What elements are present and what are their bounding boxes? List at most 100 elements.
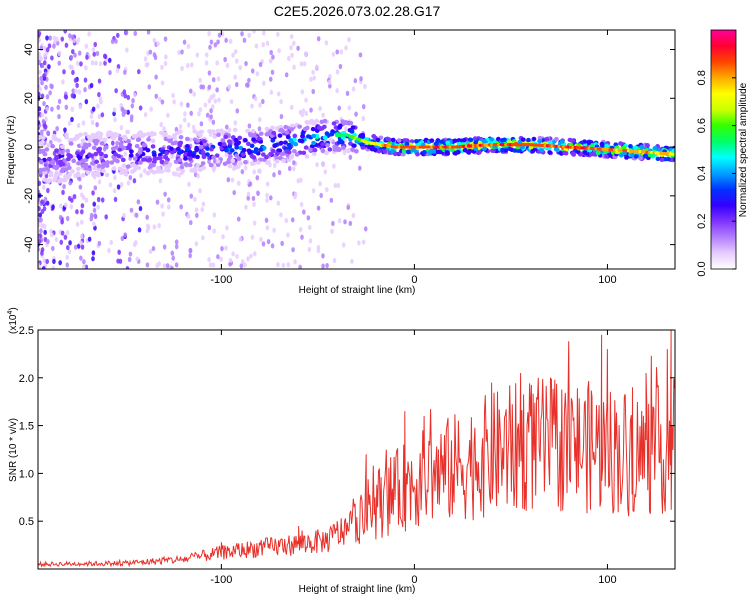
spectrogram-noise-cell — [45, 106, 49, 112]
spectrogram-noise-cell — [65, 262, 70, 268]
spectrogram-cell — [141, 157, 146, 162]
spectrogram-noise-cell — [207, 84, 212, 90]
spectrogram-noise-cell — [174, 171, 178, 177]
spectrogram-noise-cell — [125, 266, 130, 269]
spectrogram-noise-cell — [321, 161, 326, 168]
spectrogram-noise-cell — [208, 44, 212, 50]
spectrogram-cell — [97, 135, 103, 141]
spectrogram-cell — [166, 164, 172, 169]
spectrogram-cell — [145, 171, 151, 176]
spectrogram-cell — [333, 145, 339, 150]
spectrogram-cell — [86, 142, 92, 147]
spectrogram-cell — [467, 148, 473, 154]
spectrogram-cell — [280, 128, 286, 134]
spectrogram-noise-cell — [133, 30, 138, 36]
spectrogram-cell — [119, 170, 124, 175]
spectrogram-noise-cell — [211, 77, 216, 83]
spectrogram-cell — [253, 147, 259, 152]
spectrogram-noise-cell — [277, 48, 281, 54]
spectrogram-noise-cell — [116, 258, 120, 264]
spectrogram-noise-cell — [38, 119, 41, 126]
spectrogram-cell — [47, 156, 53, 162]
spectrogram-cell — [531, 136, 537, 142]
spectrogram-noise-cell — [348, 220, 353, 226]
spectrogram-cell — [68, 141, 74, 146]
spectrogram-noise-cell — [250, 103, 254, 109]
spectrogram-cell — [310, 126, 316, 132]
spectrogram-cell — [127, 142, 133, 148]
y-tick-label: 0 — [23, 144, 35, 150]
spectrogram-cell — [255, 160, 261, 165]
spectrogram-noise-cell — [45, 200, 50, 206]
spectrogram-noise-cell — [180, 65, 184, 72]
spectrogram-noise-cell — [308, 238, 313, 244]
spectrogram-cell — [655, 156, 661, 162]
x-tick-label: 0 — [411, 574, 417, 586]
spectrogram-cell — [151, 152, 157, 158]
spectrogram-cell — [265, 160, 270, 165]
spectrogram-noise-cell — [73, 77, 78, 83]
spectrogram-noise-cell — [134, 240, 138, 246]
spectrogram-cell — [319, 126, 325, 131]
spectrogram-cell — [88, 153, 93, 158]
spectrogram-cell — [184, 136, 190, 142]
spectrogram-noise-cell — [100, 197, 105, 203]
spectrogram-noise-cell — [250, 234, 255, 240]
spectrogram-noise-cell — [204, 52, 209, 58]
y-tick-label: 2.5 — [19, 325, 34, 337]
spectrogram-noise-cell — [195, 52, 200, 58]
spectrogram-noise-cell — [249, 253, 253, 259]
spectrogram-noise-cell — [40, 112, 44, 118]
spectrogram-cell — [405, 149, 411, 154]
spectrogram-cell — [152, 156, 158, 161]
spectrogram-noise-cell — [42, 184, 46, 190]
spectrogram-noise-cell — [262, 80, 266, 86]
spectrogram-cell — [530, 148, 536, 154]
spectrogram-noise-cell — [71, 48, 75, 55]
spectrogram-noise-cell — [226, 177, 231, 183]
spectrogram-noise-cell — [48, 90, 52, 96]
spectrogram-noise-cell — [116, 64, 121, 70]
spectrogram-cell — [292, 133, 298, 139]
spectrogram-noise-cell — [189, 110, 194, 116]
spectrogram-cell — [350, 125, 356, 130]
spectrogram-noise-cell — [233, 48, 238, 55]
spectrogram-cell — [268, 151, 274, 157]
spectrogram-cell — [618, 141, 623, 146]
spectrogram-noise-cell — [185, 62, 190, 69]
spectrogram-cell — [186, 152, 192, 157]
spectrogram-noise-cell — [256, 190, 260, 196]
spectrogram-noise-cell — [177, 172, 182, 178]
colorbar — [710, 29, 737, 270]
spectrogram-cell — [45, 179, 51, 184]
spectrogram-cell — [215, 162, 221, 167]
spectrogram-cell — [537, 138, 542, 144]
spectrogram-noise-cell — [136, 69, 141, 75]
spectrogram-noise-cell — [51, 245, 55, 252]
snr-axes: -100 0 100 0.5 1.0 1.5 2.0 2.5 — [19, 325, 675, 586]
spectrogram-noise-cell — [247, 32, 252, 38]
spectrogram-cell — [142, 142, 147, 148]
spectrogram-noise-cell — [76, 37, 81, 43]
spectrogram-noise-cell — [205, 112, 210, 118]
spectrogram-noise-cell — [316, 36, 321, 42]
spectrogram-noise-cell — [152, 224, 157, 230]
spectrogram-noise-cell — [197, 111, 201, 117]
spectrogram-cell — [91, 145, 97, 150]
spectrogram-noise-cell — [204, 60, 209, 66]
spectrogram-noise-cell — [280, 240, 284, 246]
spectrogram-noise-cell — [70, 106, 75, 112]
spectrogram-cell — [80, 158, 86, 164]
spectrogram-noise-cell — [38, 60, 42, 66]
spectrogram-noise-cell — [329, 197, 334, 203]
spectrogram-cell — [603, 154, 609, 159]
spectrogram-cell — [41, 167, 47, 172]
spectrogram-noise-cell — [122, 212, 126, 219]
spectrogram-cell — [472, 136, 478, 141]
spectrogram-cell — [629, 152, 635, 157]
spectrogram-noise-cell — [42, 73, 46, 79]
spectrogram-noise-cell — [89, 82, 94, 89]
spectrogram-cell — [224, 148, 229, 153]
spectrogram-noise-cell — [286, 232, 290, 238]
spectrogram-noise-cell — [58, 214, 63, 221]
